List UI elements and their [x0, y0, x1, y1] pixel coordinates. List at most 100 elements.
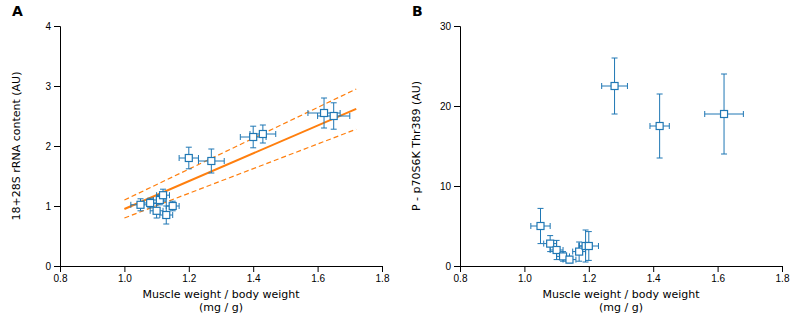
- x-tick-label: 0.8: [54, 273, 68, 284]
- y-tick: 0: [45, 261, 60, 272]
- x-tick: 1.6: [311, 266, 325, 284]
- x-tick-mark: [318, 266, 319, 272]
- x-axis-line: [461, 267, 783, 273]
- x-tick-mark: [189, 266, 190, 272]
- point: [611, 83, 618, 90]
- x-tick-mark: [382, 266, 383, 272]
- x-tick-label: 1.2: [182, 273, 196, 284]
- y-tick-label: 2: [45, 141, 51, 152]
- x-axis-label-line: (mg / g): [599, 301, 643, 314]
- y-error-bar: [560, 252, 566, 262]
- point: [321, 110, 328, 117]
- y-error-bar: [138, 199, 144, 211]
- x-error-bar: [602, 83, 628, 89]
- y-error-bar: [566, 256, 572, 262]
- x-tick-mark: [524, 266, 525, 272]
- x-tick-mark: [653, 266, 654, 272]
- y-error-bar: [331, 103, 337, 129]
- x-tick-label: 1.2: [582, 273, 596, 284]
- y-tick-label: 0: [45, 261, 51, 272]
- y-tick-mark: [54, 266, 60, 267]
- y-error-bar: [721, 74, 727, 154]
- point: [250, 134, 257, 141]
- y-error-bar: [154, 204, 160, 218]
- y-tick: 4: [45, 21, 60, 32]
- y-tick-mark: [54, 86, 60, 87]
- point: [160, 192, 167, 199]
- x-axis-line: [61, 267, 383, 273]
- point: [585, 243, 592, 250]
- panel: 0.81.01.21.41.61.80102030Muscle weight /…: [410, 3, 790, 314]
- x-tick-label: 0.8: [454, 273, 468, 284]
- y-tick: 10: [440, 181, 460, 192]
- y-error-bar: [170, 201, 176, 211]
- x-tick: 1.2: [182, 266, 196, 284]
- y-axis: 0102030: [440, 21, 461, 272]
- y-tick-mark: [454, 186, 460, 187]
- y-error-bar: [612, 58, 618, 114]
- point: [163, 212, 170, 219]
- x-axis-label-line: (mg / g): [199, 301, 243, 314]
- ci-line: [124, 89, 356, 200]
- plot-area: [124, 89, 356, 224]
- y-error-bar: [657, 94, 663, 158]
- x-error-bar: [166, 203, 179, 209]
- y-axis-label: P - p70S6K Thr389 (AU): [410, 81, 423, 211]
- x-tick: 1.4: [247, 266, 261, 284]
- x-tick-label: 1.8: [376, 273, 390, 284]
- x-tick-label: 1.4: [647, 273, 661, 284]
- y-tick: 0: [445, 261, 460, 272]
- x-error-bar: [705, 111, 744, 117]
- y-error-bar: [250, 126, 256, 148]
- x-tick-label: 1.6: [311, 273, 325, 284]
- point: [721, 111, 728, 118]
- y-tick: 1: [45, 201, 60, 212]
- x-tick: 1.8: [376, 266, 390, 284]
- x-axis-label: Muscle weight / body weight(mg / g): [542, 288, 700, 314]
- y-tick: 2: [45, 141, 60, 152]
- panel-title: B: [412, 3, 423, 19]
- y-tick-mark: [454, 266, 460, 267]
- point: [137, 201, 144, 208]
- x-tick-mark: [589, 266, 590, 272]
- x-tick-mark: [782, 266, 783, 272]
- y-tick-label: 0: [445, 261, 451, 272]
- x-error-bar: [144, 200, 157, 206]
- y-error-bar: [147, 198, 153, 208]
- y-error-bar: [321, 98, 327, 128]
- y-tick: 3: [45, 81, 60, 92]
- x-axis: 0.8 1.0 1.2 1.4 1.6 1.8: [54, 266, 390, 284]
- point: [566, 256, 573, 263]
- point: [185, 155, 192, 162]
- x-error-bar: [150, 208, 163, 214]
- x-tick-label: 1.0: [118, 273, 132, 284]
- y-axis-label: 18+28S rRNA content (AU): [10, 72, 23, 221]
- point: [153, 207, 160, 214]
- x-tick: 0.8: [454, 266, 468, 284]
- y-tick-label: 3: [45, 81, 51, 92]
- y-tick-label: 10: [440, 181, 452, 192]
- x-error-bar: [198, 158, 224, 164]
- x-tick: 1.0: [118, 266, 132, 284]
- x-error-bar: [160, 212, 173, 218]
- x-error-bar: [179, 155, 198, 161]
- y-tick-mark: [54, 206, 60, 207]
- x-axis-label-line: Muscle weight / body weight: [542, 288, 700, 301]
- x-tick: 1.0: [518, 266, 532, 284]
- x-error-bar: [579, 243, 598, 249]
- x-tick: 1.2: [582, 266, 596, 284]
- y-error-bar: [186, 147, 192, 169]
- point: [169, 203, 176, 210]
- x-tick: 0.8: [54, 266, 68, 284]
- x-tick-label: 1.4: [247, 273, 261, 284]
- x-tick: 1.4: [647, 266, 661, 284]
- x-error-bar: [650, 123, 669, 129]
- y-tick: 20: [440, 101, 460, 112]
- point: [259, 131, 266, 138]
- y-axis-line: [454, 27, 461, 267]
- point: [147, 200, 154, 207]
- x-axis-label: Muscle weight / body weight(mg / g): [142, 288, 300, 314]
- y-error-bar: [538, 208, 544, 243]
- point: [330, 113, 337, 120]
- y-tick-mark: [454, 26, 460, 27]
